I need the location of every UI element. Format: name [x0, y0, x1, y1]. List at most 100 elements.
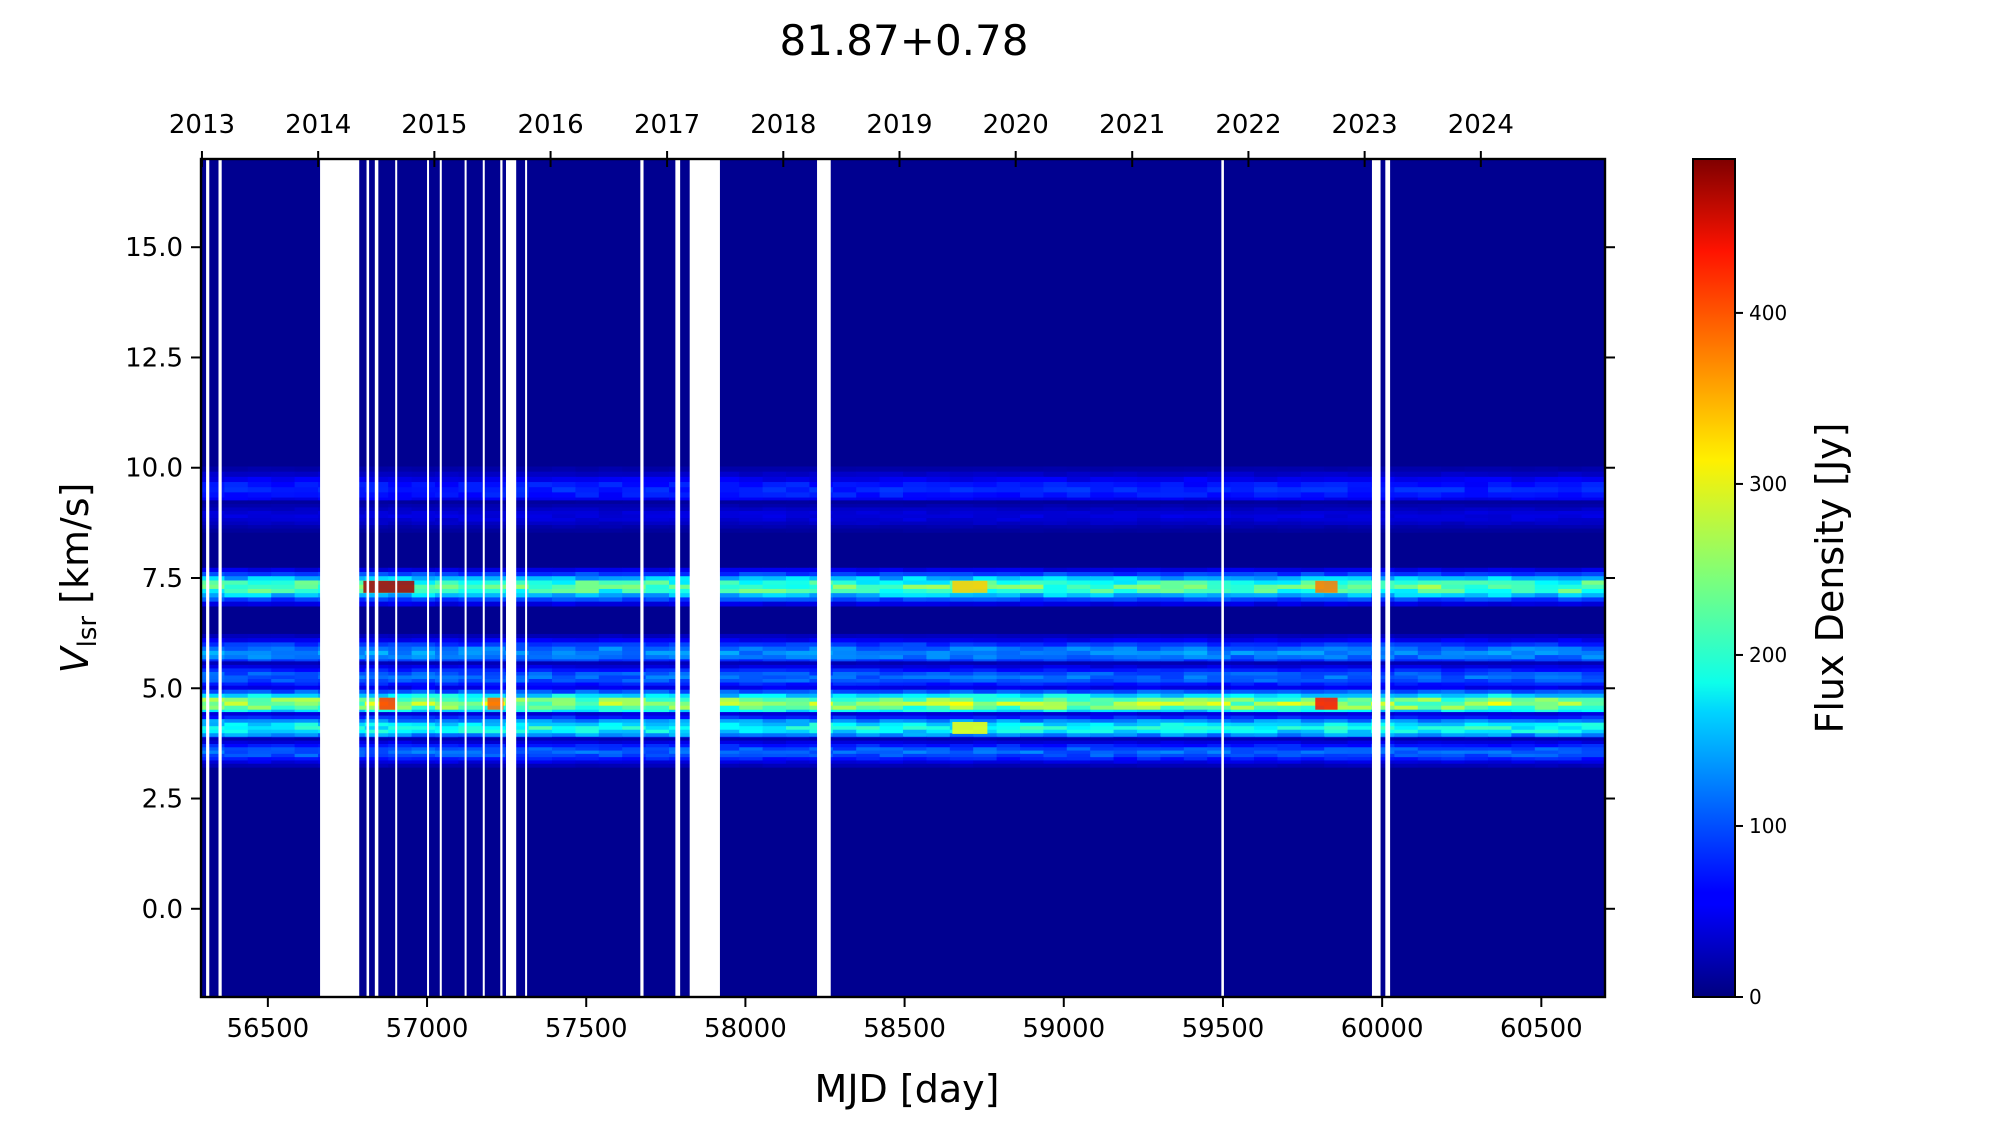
- band-cell: [481, 503, 506, 509]
- band-cell: [1160, 633, 1185, 639]
- year-tick-label: 2017: [634, 110, 700, 140]
- band-cell: [528, 750, 553, 755]
- band-cell: [1230, 733, 1255, 738]
- band-cell: [973, 633, 998, 639]
- band-cell: [1137, 760, 1161, 765]
- band-cell: [598, 722, 623, 727]
- band-cell: [879, 588, 904, 594]
- band-cell: [715, 709, 740, 715]
- band-cell: [294, 593, 319, 599]
- band-cell: [1020, 671, 1044, 677]
- band-cell: [1020, 471, 1044, 478]
- band-cell: [1488, 580, 1512, 586]
- band-cell: [247, 693, 272, 699]
- band-cell: [1581, 671, 1606, 677]
- band-cell: [1581, 693, 1606, 699]
- band-cell: [598, 697, 623, 703]
- band-cell: [1113, 471, 1138, 478]
- band-cell: [1254, 576, 1278, 582]
- band-cell: [996, 514, 1021, 519]
- band-cell: [1230, 492, 1255, 499]
- band-cell: [856, 693, 881, 699]
- band-cell: [1090, 697, 1115, 703]
- band-cell: [739, 482, 764, 488]
- band-cell: [645, 572, 670, 577]
- band-cell: [622, 729, 647, 734]
- band-cell: [996, 655, 1021, 660]
- band-cell: [411, 514, 436, 519]
- band-cell: [575, 661, 600, 666]
- band-cell: [856, 466, 881, 473]
- band-cell: [1066, 726, 1091, 731]
- band-cell: [224, 671, 249, 677]
- band-cell: [1371, 729, 1395, 734]
- band-cell: [1464, 476, 1489, 483]
- band-cell: [996, 740, 1021, 745]
- band-cell: [669, 682, 693, 687]
- band-cell: [481, 763, 506, 768]
- band-cell: [1581, 642, 1606, 648]
- band-cell: [1137, 525, 1161, 530]
- band-cell: [1417, 471, 1442, 478]
- band-cell: [1324, 719, 1349, 724]
- band-cell: [1488, 701, 1512, 707]
- band-cell: [458, 722, 483, 727]
- band-cell: [1160, 466, 1185, 473]
- band-cell: [926, 733, 951, 738]
- band-cell: [949, 750, 974, 755]
- band-cell: [575, 572, 600, 577]
- band-cell: [1581, 753, 1606, 758]
- band-cell: [1511, 682, 1536, 687]
- band-cell: [294, 701, 319, 707]
- band-cell: [715, 664, 740, 670]
- band-cell: [1534, 753, 1559, 758]
- band-cell: [575, 675, 600, 680]
- band-cell: [669, 576, 693, 582]
- band-cell: [1183, 646, 1208, 652]
- band-cell: [926, 528, 951, 533]
- band-cell: [1137, 661, 1161, 666]
- band-cell: [1043, 682, 1068, 687]
- band-cell: [856, 697, 881, 703]
- band-cell: [1277, 671, 1302, 677]
- band-cell: [1394, 743, 1419, 748]
- band-cell: [1277, 753, 1302, 758]
- band-cell: [224, 510, 249, 516]
- band-cell: [1534, 740, 1559, 745]
- band-cell: [388, 729, 413, 734]
- band-cell: [1464, 642, 1489, 648]
- band-cell: [996, 760, 1021, 765]
- band-cell: [926, 633, 951, 639]
- band-cell: [411, 500, 436, 505]
- band-cell: [1020, 500, 1044, 505]
- band-cell: [786, 664, 810, 670]
- data-gap: [817, 159, 831, 997]
- band-cell: [996, 650, 1021, 656]
- band-cell: [528, 514, 553, 519]
- band-cell: [949, 675, 974, 680]
- band-cell: [1090, 701, 1115, 707]
- band-cell: [271, 679, 296, 684]
- band-cell: [856, 597, 881, 603]
- band-cell: [505, 671, 530, 677]
- colorbar-label: Flux Density [Jy]: [1808, 423, 1852, 734]
- band-cell: [1160, 655, 1185, 660]
- band-cell: [1043, 705, 1068, 711]
- band-cell: [528, 737, 553, 742]
- band-cell: [575, 528, 600, 533]
- band-cell: [1441, 733, 1466, 738]
- band-cell: [1277, 722, 1302, 727]
- band-cell: [832, 705, 857, 711]
- band-cell: [786, 528, 810, 533]
- band-cell: [481, 572, 506, 577]
- band-cell: [458, 521, 483, 526]
- band-cell: [1137, 682, 1161, 687]
- band-cell: [1488, 709, 1512, 715]
- band-cell: [786, 743, 810, 748]
- band-cell: [1160, 638, 1185, 643]
- band-cell: [1534, 576, 1559, 582]
- band-cell: [949, 650, 974, 656]
- band-cell: [856, 679, 881, 684]
- band-cell: [973, 750, 998, 755]
